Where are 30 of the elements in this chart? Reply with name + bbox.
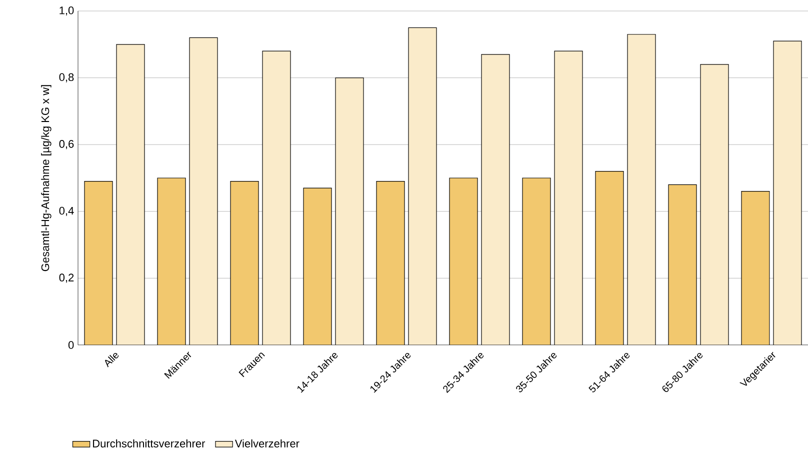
bar bbox=[190, 38, 218, 345]
bar bbox=[554, 51, 582, 345]
y-tick-label: 0 bbox=[68, 341, 74, 349]
bar bbox=[668, 184, 696, 345]
x-tick-label: Alle bbox=[104, 352, 119, 368]
bar bbox=[230, 181, 259, 345]
bar bbox=[700, 64, 728, 345]
legend-label: Durchschnittsverzehrer bbox=[93, 439, 206, 448]
bar bbox=[408, 28, 436, 345]
bar bbox=[262, 51, 291, 345]
bar bbox=[628, 34, 656, 345]
bar bbox=[84, 181, 113, 345]
y-tick-label: 0,8 bbox=[59, 73, 74, 82]
bar bbox=[376, 181, 405, 345]
bar bbox=[158, 178, 186, 345]
bar bbox=[741, 191, 770, 345]
bar bbox=[450, 178, 478, 345]
bar bbox=[522, 178, 550, 345]
y-tick-label: 0,4 bbox=[59, 206, 74, 216]
bar bbox=[304, 188, 332, 345]
y-tick-label: 0,2 bbox=[59, 274, 74, 283]
bar bbox=[482, 54, 510, 345]
bar bbox=[336, 78, 364, 345]
y-axis-title: Gesamtl-Hg-Aufnahme [µg/kg KG x w] bbox=[41, 85, 52, 272]
legend-label: Vielverzehrer bbox=[234, 439, 300, 448]
bar bbox=[595, 171, 624, 345]
bar bbox=[773, 40, 802, 345]
y-tick-label: 0,6 bbox=[59, 140, 74, 150]
y-tick-label: 1,0 bbox=[60, 6, 74, 16]
bar bbox=[116, 44, 145, 345]
